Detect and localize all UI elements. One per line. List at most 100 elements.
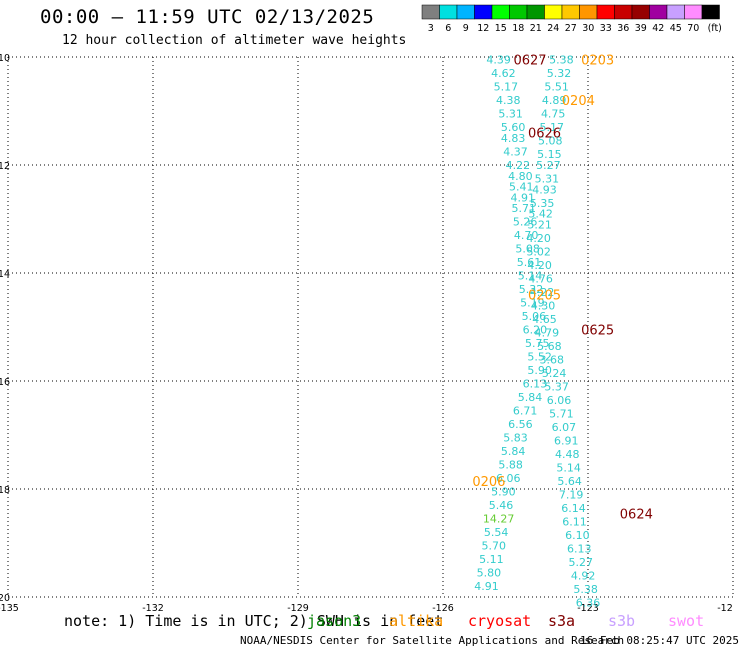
wave-height-value: 6.56	[508, 418, 533, 431]
wave-height-value: 5.84	[501, 445, 526, 458]
color-scale-label: 45	[670, 23, 682, 34]
lon-tick-label: -123	[577, 603, 599, 614]
wave-height-value: 6.11	[562, 515, 587, 528]
wave-height-value: 5.51	[544, 81, 569, 94]
lon-tick-label: -12	[717, 603, 733, 614]
wave-height-value: 5.90	[491, 486, 516, 499]
color-scale-label: 15	[495, 23, 507, 34]
wave-height-value: 4.20	[527, 259, 552, 272]
lat-tick-label: -16	[0, 377, 10, 388]
satellite-legend-jason3: jason3	[307, 612, 362, 630]
pass-number-label: 0206	[472, 475, 505, 490]
wave-height-value: 4.39	[486, 54, 511, 67]
wave-height-value: 5.02	[526, 245, 551, 258]
color-scale-legend: 3 6 9 12 15 18 21 24 27 30 33 36 39 42 45 70 (ft)	[421, 4, 722, 34]
wave-height-value: 5.06	[522, 310, 547, 323]
color-scale-label: 6	[445, 23, 451, 34]
wave-height-value: 5.15	[537, 148, 562, 161]
satellite-legend-altika: altika	[389, 612, 444, 630]
wave-height-value: 6.10	[565, 529, 590, 542]
page-title: 00:00 — 11:59 UTC 02/13/2025	[40, 6, 375, 28]
wave-height-value: 6.14	[561, 502, 586, 515]
color-swatch	[701, 4, 720, 20]
wave-height-value: 5.46	[489, 499, 514, 512]
credit-text: NOAA/NESDIS Center for Satellite Applica…	[240, 634, 625, 647]
wave-height-value: 4.91	[511, 191, 536, 204]
satellite-legend-s3a: s3a	[548, 612, 576, 630]
lon-tick-label: -135	[0, 603, 19, 614]
wave-height-value: 5.90	[527, 364, 552, 377]
wave-height-value: 5.26	[513, 216, 538, 229]
wave-height-value: 4.65	[532, 313, 557, 326]
wave-height-value: 5.11	[479, 553, 504, 566]
wave-height-value: 4.93	[532, 183, 557, 196]
wave-height-value: 5.42	[528, 208, 553, 221]
wave-height-value: 6.07	[552, 421, 577, 434]
lat-tick-label: -18	[0, 485, 10, 496]
wave-height-value: 5.54	[484, 526, 509, 539]
wave-height-value: 3.68	[540, 353, 565, 366]
pass-number-label: 0203	[581, 54, 614, 69]
wave-height-value: 5.14	[556, 461, 581, 474]
color-scale-label: 12	[477, 23, 489, 34]
wave-height-value: 6.06	[496, 472, 521, 485]
wave-height-value: 4.83	[501, 132, 526, 145]
wave-height-value: 4.89	[542, 94, 567, 107]
wave-height-value: 4.75	[541, 108, 566, 121]
satellite-legend-swot: swot	[668, 612, 705, 630]
lat-tick-label: -20	[0, 593, 10, 604]
color-scale-label: 18	[512, 23, 524, 34]
wave-height-value: 4.76	[528, 272, 553, 285]
wave-height-value: 5.71	[549, 407, 574, 420]
wave-height-value: 5.24	[542, 367, 567, 380]
wave-height-value: 5.38	[573, 583, 598, 596]
pass-number-label: 0204	[562, 94, 595, 109]
wave-height-value: 5.68	[537, 340, 562, 353]
pass-number-label: 0205	[528, 289, 561, 304]
wave-height-value: 5.32	[519, 283, 544, 296]
wave-height-value: 5.17	[494, 81, 519, 94]
wave-height-value: 6.71	[513, 405, 538, 418]
color-scale-label: 27	[565, 23, 577, 34]
wave-height-value: 4.91	[474, 580, 499, 593]
wave-height-value: 6.36	[576, 596, 601, 609]
color-scale-label: 33	[600, 23, 612, 34]
lon-tick-label: -132	[142, 603, 164, 614]
wave-height-value: 5.27	[569, 556, 594, 569]
wave-height-value: 4.38	[496, 94, 521, 107]
color-scale-label: 9	[463, 23, 469, 34]
lat-tick-label: -14	[0, 269, 10, 280]
wave-height-value: 5.21	[527, 218, 552, 231]
wave-height-value: 6.13	[567, 542, 592, 555]
color-scale-label: 21	[530, 23, 542, 34]
pass-number-label: 0627	[513, 54, 546, 69]
wave-height-value: 5.70	[482, 540, 507, 553]
wave-height-value: 5.35	[530, 197, 555, 210]
wave-height-value: 5.52	[527, 351, 552, 364]
wave-height-value: 4.70	[514, 229, 539, 242]
page-subtitle: 12 hour collection of altimeter wave hei…	[62, 33, 407, 48]
wave-height-value: 5.17	[540, 121, 565, 134]
wave-height-value: 5.83	[503, 432, 528, 445]
wave-height-value: 4.48	[555, 448, 580, 461]
lon-tick-label: -126	[432, 603, 454, 614]
wave-height-value: 4.79	[535, 326, 560, 339]
wave-height-value: 5.41	[509, 181, 534, 194]
wave-height-value: 5.60	[501, 121, 526, 134]
satellite-legend-cryosat: cryosat	[468, 612, 532, 630]
color-scale-label: 3	[428, 23, 434, 34]
units-note: note: 1) Time is in UTC; 2) SWH is in fe…	[64, 612, 444, 630]
wave-height-value: 4.37	[503, 146, 528, 159]
wave-height-value: 4.22	[530, 286, 555, 299]
lon-tick-label: -129	[287, 603, 309, 614]
lat-tick-label: -10	[0, 53, 10, 64]
generated-timestamp: 16 Feb 08:25:47 UTC 2025	[580, 634, 739, 647]
lat-tick-label: -12	[0, 161, 10, 172]
wave-height-value: 6.13	[523, 378, 548, 391]
wave-height-value: 5.61	[517, 256, 542, 269]
wave-height-value: 5.14	[518, 270, 543, 283]
color-scale-label: (ft)	[708, 23, 722, 34]
wave-height-value: 5.37	[544, 380, 569, 393]
color-scale-label: 36	[617, 23, 629, 34]
